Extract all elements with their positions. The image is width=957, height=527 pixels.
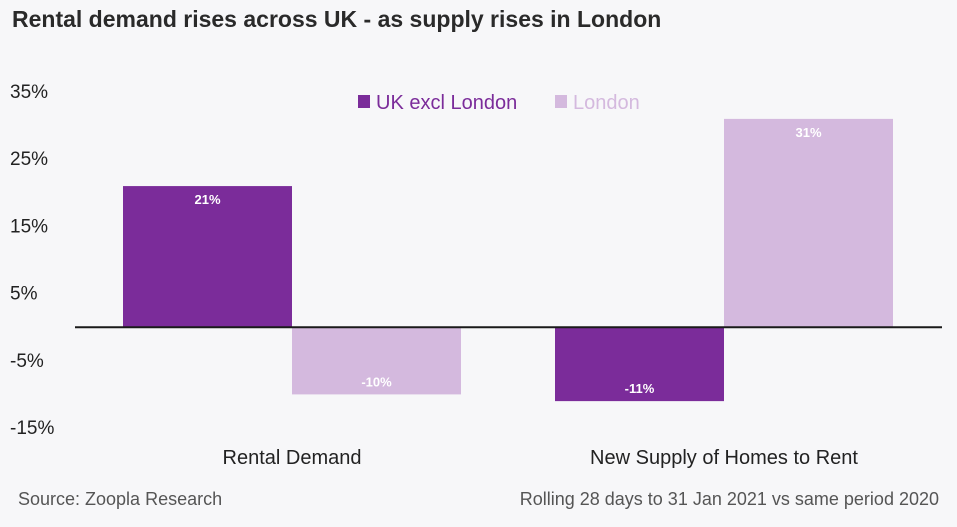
chart-title: Rental demand rises across UK - as suppl… [12, 6, 662, 32]
bar [123, 186, 292, 328]
y-tick-label: 15% [10, 216, 48, 237]
data-label: -11% [625, 381, 655, 396]
bar [292, 327, 461, 395]
data-label: 21% [194, 192, 220, 207]
bar [555, 327, 724, 402]
bar [724, 118, 893, 328]
y-tick-label: 35% [10, 82, 48, 103]
period-note: Rolling 28 days to 31 Jan 2021 vs same p… [519, 489, 939, 509]
legend-label: London [573, 92, 640, 114]
legend-swatch [555, 95, 567, 108]
y-tick-label: -5% [10, 351, 44, 372]
data-label: -10% [361, 374, 392, 389]
y-tick-label: 5% [10, 284, 38, 305]
legend-label: UK excl London [376, 92, 517, 114]
category-label: Rental Demand [223, 447, 362, 469]
source-note: Source: Zoopla Research [18, 489, 223, 509]
legend-swatch [358, 95, 370, 108]
y-tick-label: 25% [10, 149, 48, 170]
y-tick-label: -15% [10, 418, 54, 439]
data-label: 31% [795, 125, 821, 140]
category-label: New Supply of Homes to Rent [590, 447, 858, 469]
